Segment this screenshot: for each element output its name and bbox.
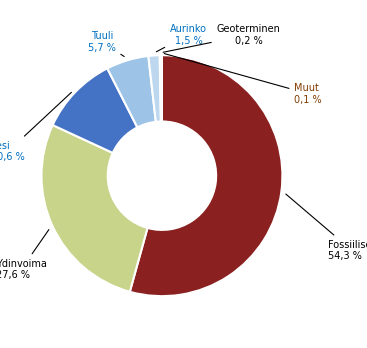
Text: Geoterminen
0,2 %: Geoterminen 0,2 % [163,24,281,52]
Wedge shape [161,55,162,121]
Wedge shape [130,55,283,296]
Text: Aurinko
1,5 %: Aurinko 1,5 % [156,24,207,52]
Text: Tuuli
5,7 %: Tuuli 5,7 % [88,31,124,56]
Wedge shape [160,55,161,121]
Text: Ydinvoima
27,6 %: Ydinvoima 27,6 % [0,230,49,280]
Text: Fossiiliset
54,3 %: Fossiiliset 54,3 % [286,194,367,261]
Wedge shape [52,68,137,153]
Text: Muut
0,1 %: Muut 0,1 % [164,54,322,105]
Wedge shape [148,55,161,122]
Wedge shape [41,125,148,292]
Text: Vesi
10,6 %: Vesi 10,6 % [0,92,72,163]
Wedge shape [107,56,156,127]
